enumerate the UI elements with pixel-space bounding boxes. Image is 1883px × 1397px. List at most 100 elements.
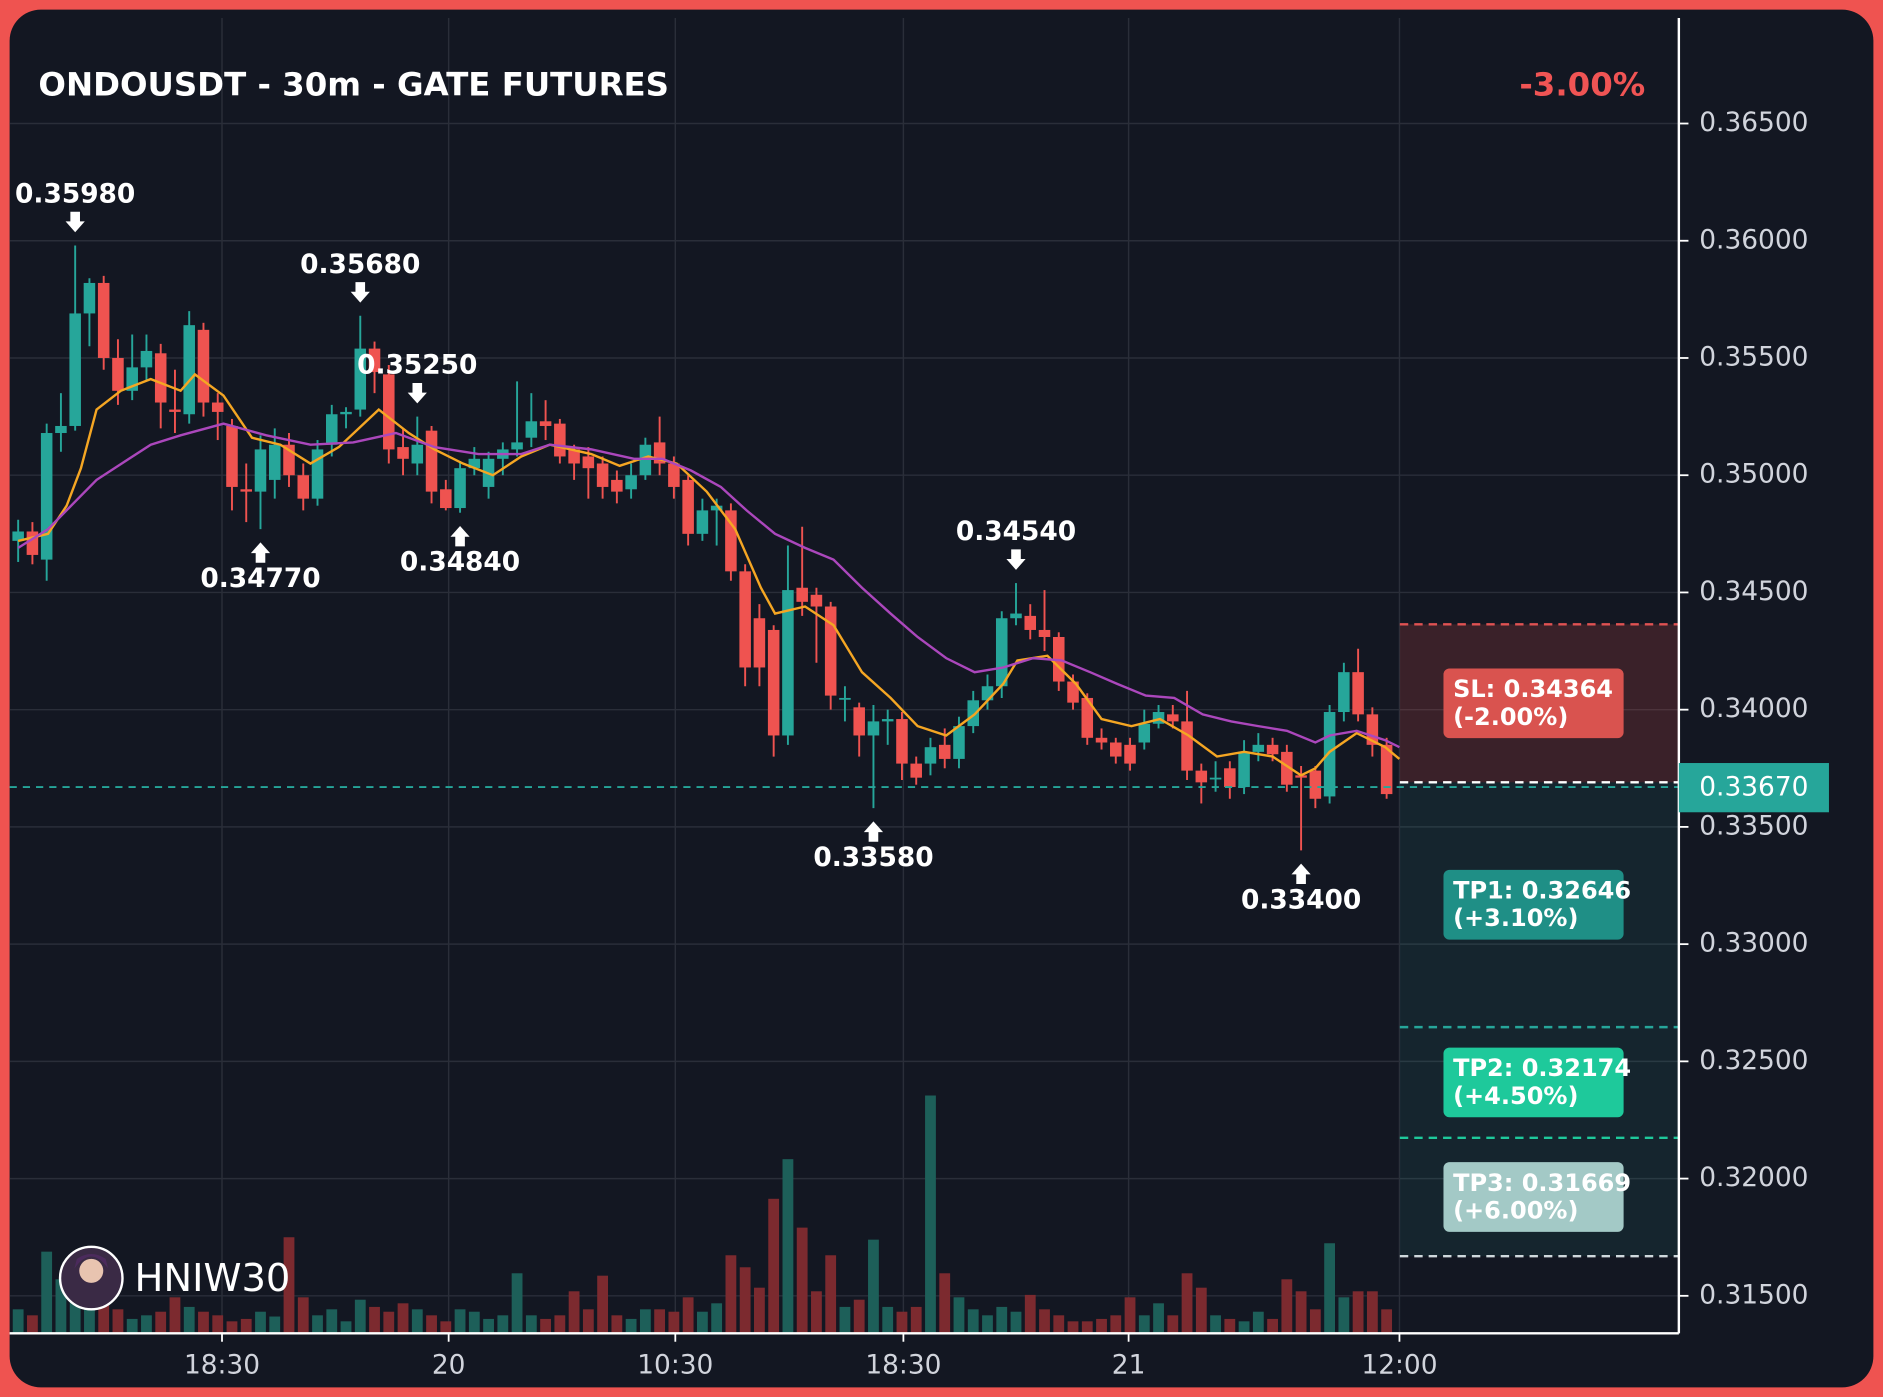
volume-bar	[1010, 1311, 1022, 1334]
volume-bar	[868, 1239, 879, 1334]
candle-body	[425, 430, 438, 492]
volume-bar	[1366, 1291, 1378, 1334]
moving-averages	[17, 372, 1401, 777]
x-tick-label: 10:30	[637, 1349, 713, 1380]
marker-arrow	[450, 525, 470, 547]
candle-body	[767, 629, 780, 736]
volume-bar	[525, 1315, 537, 1334]
volume-bar	[1153, 1303, 1164, 1334]
volume-bar	[896, 1311, 908, 1334]
candle-body	[1181, 721, 1193, 771]
candle-body	[326, 414, 338, 445]
volume-bar	[839, 1306, 851, 1334]
candle-body	[1152, 712, 1165, 724]
y-tick-label: 0.36500	[1699, 107, 1808, 138]
volume-bar	[212, 1315, 224, 1334]
candle-body	[696, 510, 709, 534]
level-pct: (+3.10%)	[1453, 904, 1578, 932]
volume-bar	[1138, 1315, 1150, 1334]
volume-bar	[312, 1315, 323, 1334]
candle-body	[1238, 751, 1250, 788]
volume-bar	[69, 1279, 81, 1334]
candle-body	[97, 282, 110, 358]
candle-body	[340, 411, 352, 415]
level-pct: (+6.00%)	[1453, 1196, 1578, 1224]
candle-body	[582, 456, 595, 469]
candle-body	[782, 590, 794, 736]
volume-bar	[55, 1279, 67, 1334]
volume-bar	[939, 1273, 951, 1334]
volume-bar	[98, 1303, 110, 1334]
candle-body	[1038, 629, 1051, 637]
volume-bar	[582, 1309, 594, 1334]
candle-body	[525, 421, 538, 438]
candle-body	[839, 697, 851, 700]
candle-body	[283, 444, 295, 476]
candle-body	[1281, 751, 1293, 785]
volume-bar	[1352, 1291, 1364, 1334]
last-price-label: 0.33670	[1699, 772, 1808, 803]
volume-bar	[1124, 1297, 1136, 1334]
volume-bar	[297, 1297, 309, 1334]
volume-bar	[1096, 1318, 1107, 1334]
candle-body	[26, 531, 39, 555]
level-box	[1443, 668, 1624, 739]
y-tick-label: 0.33500	[1699, 810, 1808, 841]
candle-body	[55, 425, 67, 434]
extreme-label: 0.34840	[400, 547, 520, 578]
price-change: -3.00%	[1519, 65, 1645, 103]
volume-bar	[925, 1095, 936, 1334]
candle-body	[354, 348, 367, 410]
volume-bar	[112, 1309, 124, 1334]
volume-bar	[240, 1318, 252, 1334]
candle-body	[511, 442, 523, 450]
candle-body	[896, 719, 908, 764]
ma-line	[17, 372, 1401, 777]
candle-body	[1352, 672, 1364, 715]
y-tick-label: 0.33000	[1699, 928, 1808, 959]
candle-body	[411, 444, 424, 464]
candle-body	[710, 505, 723, 511]
marker-arrow	[1291, 863, 1311, 884]
annotations: SL: 0.34364(-2.00%) TP1: 0.32646(+3.10%) T…	[9, 178, 1679, 1232]
level-label: TP3: 0.31669	[1453, 1169, 1631, 1197]
volume-bar	[996, 1306, 1008, 1334]
candle-body	[183, 325, 195, 415]
volume-bar	[226, 1321, 238, 1334]
candle-body	[468, 458, 481, 469]
y-tick-label: 0.32500	[1699, 1045, 1808, 1076]
volume-bar	[126, 1318, 138, 1334]
candle-body	[568, 449, 580, 464]
candle-body	[924, 747, 937, 764]
avatar-face	[79, 1258, 104, 1283]
candle-body	[1224, 768, 1236, 788]
candle-body	[554, 423, 566, 457]
candle-body	[611, 479, 623, 492]
candle-body	[867, 721, 880, 736]
candle-body	[383, 374, 395, 450]
volume-bar	[283, 1237, 295, 1334]
candle-body	[1081, 697, 1094, 738]
volume-bar	[568, 1291, 580, 1334]
volume-bar	[668, 1311, 680, 1334]
extreme-label: 0.33400	[1241, 884, 1361, 915]
candle-body	[154, 353, 167, 403]
candle-body	[539, 421, 552, 426]
candle-body	[1110, 742, 1122, 757]
marker-arrow	[250, 542, 271, 563]
volume-bar	[497, 1315, 509, 1334]
volume-bar	[882, 1306, 894, 1334]
volume-bar	[183, 1306, 195, 1334]
volume-bar	[825, 1255, 837, 1334]
candle-body	[12, 531, 24, 541]
volume-bar	[811, 1291, 822, 1334]
volume-bar	[611, 1315, 623, 1334]
volume-bar	[141, 1315, 152, 1334]
candle-body	[1138, 723, 1151, 743]
candle-body	[1323, 712, 1336, 797]
volume-bar	[1324, 1243, 1336, 1334]
level-box	[1443, 1162, 1624, 1232]
y-tick-label: 0.31500	[1699, 1279, 1808, 1310]
volume-bar	[682, 1297, 694, 1334]
